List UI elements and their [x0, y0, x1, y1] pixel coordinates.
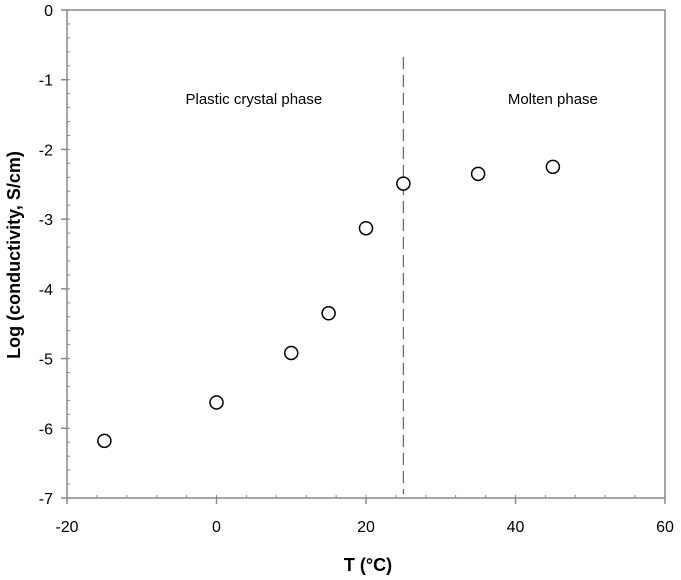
data-point [396, 176, 411, 191]
data-point [97, 433, 112, 449]
data-point [470, 166, 486, 182]
y-tick-label: -5 [39, 352, 53, 369]
y-tick-label: -2 [39, 142, 53, 159]
y-tick-label: -3 [39, 212, 53, 229]
x-tick-label: 0 [212, 519, 221, 536]
x-axis-title: T (°C) [344, 555, 392, 575]
phase-annotation: Plastic crystal phase [186, 91, 323, 108]
data-point [209, 395, 224, 410]
x-tick-label: 60 [656, 519, 674, 536]
x-tick-label: -20 [55, 519, 78, 536]
marks-layer: 0 -1 -2 -3 -4 -5 -6 -7-20 0 20 40 60 Plastic crystal… [39, 3, 674, 536]
data-point [545, 159, 561, 175]
phase-annotation: Molten phase [508, 91, 598, 108]
y-tick-label: -1 [39, 73, 53, 90]
y-tick-label: 0 [44, 3, 53, 20]
x-tick-label: 40 [507, 519, 525, 536]
data-point [358, 220, 374, 236]
y-tick-label: -6 [39, 421, 53, 438]
y-tick-label: -7 [39, 491, 53, 508]
y-tick-label: -4 [39, 282, 53, 299]
x-tick-label: 20 [357, 519, 375, 536]
data-point [284, 345, 299, 361]
data-point [321, 306, 336, 321]
y-axis-title: Log (conductivity, S/cm) [4, 151, 24, 359]
